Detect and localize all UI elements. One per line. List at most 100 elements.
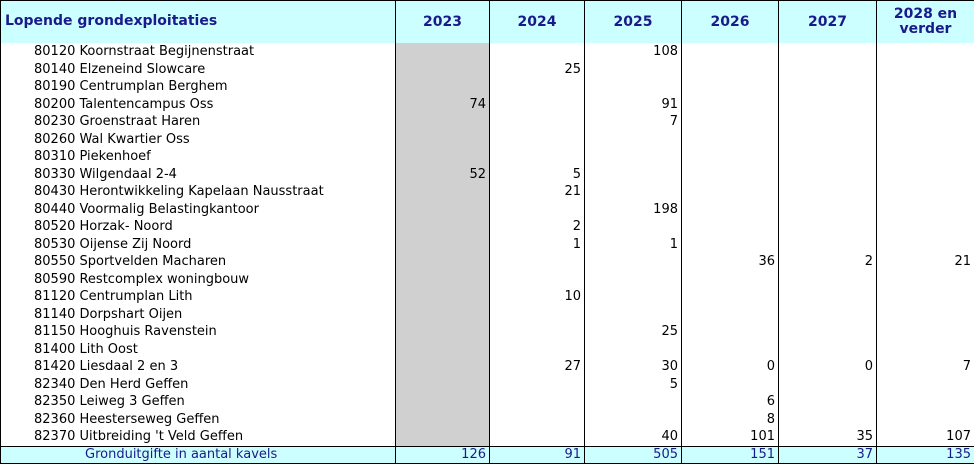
table-row: 80260 Wal Kwartier Oss bbox=[0, 130, 974, 148]
value-cell-2026 bbox=[681, 305, 779, 323]
project-name-cell: 81120 Centrumplan Lith bbox=[0, 288, 396, 306]
value-cell-2023 bbox=[395, 393, 490, 411]
value-cell-2027: 35 bbox=[778, 428, 877, 446]
value-cell-2028-en-verder bbox=[876, 288, 974, 306]
project-name-cell: 80530 Oijense Zij Noord bbox=[0, 235, 396, 253]
value-cell-2025: 198 bbox=[584, 200, 682, 218]
value-cell-2025: 7 bbox=[584, 113, 682, 131]
table-row: 82350 Leiweg 3 Geffen 6 bbox=[0, 393, 974, 411]
total-value-2024: 91 bbox=[489, 445, 585, 464]
value-cell-2023 bbox=[395, 43, 490, 61]
value-cell-2028-en-verder bbox=[876, 410, 974, 428]
total-value-2025: 505 bbox=[584, 445, 682, 464]
project-name-cell: 80230 Groenstraat Haren bbox=[0, 113, 396, 131]
table-row: 80120 Koornstraat Begijnenstraat 108 bbox=[0, 43, 974, 61]
value-cell-2028-en-verder bbox=[876, 60, 974, 78]
value-cell-2028-en-verder bbox=[876, 218, 974, 236]
value-cell-2025: 5 bbox=[584, 375, 682, 393]
value-cell-2027 bbox=[778, 340, 877, 358]
value-cell-2026 bbox=[681, 288, 779, 306]
value-cell-2025 bbox=[584, 270, 682, 288]
value-cell-2027 bbox=[778, 323, 877, 341]
value-cell-2024 bbox=[489, 428, 585, 446]
value-cell-2028-en-verder bbox=[876, 340, 974, 358]
value-cell-2023 bbox=[395, 235, 490, 253]
project-name-cell: 80520 Horzak- Noord bbox=[0, 218, 396, 236]
value-cell-2023: 74 bbox=[395, 95, 490, 113]
value-cell-2024 bbox=[489, 148, 585, 166]
project-name-cell: 80260 Wal Kwartier Oss bbox=[0, 130, 396, 148]
value-cell-2027 bbox=[778, 183, 877, 201]
value-cell-2024: 27 bbox=[489, 358, 585, 376]
value-cell-2026: 6 bbox=[681, 393, 779, 411]
value-cell-2028-en-verder bbox=[876, 113, 974, 131]
value-cell-2025 bbox=[584, 393, 682, 411]
table-row: 81420 Liesdaal 2 en 3 27 30 0 0 7 bbox=[0, 358, 974, 376]
value-cell-2025: 30 bbox=[584, 358, 682, 376]
value-cell-2024 bbox=[489, 78, 585, 96]
value-cell-2028-en-verder bbox=[876, 270, 974, 288]
header-year-2023: 2023 bbox=[395, 0, 490, 43]
value-cell-2028-en-verder bbox=[876, 148, 974, 166]
value-cell-2026 bbox=[681, 323, 779, 341]
value-cell-2027 bbox=[778, 235, 877, 253]
value-cell-2026 bbox=[681, 270, 779, 288]
value-cell-2025 bbox=[584, 148, 682, 166]
value-cell-2024 bbox=[489, 200, 585, 218]
value-cell-2023 bbox=[395, 60, 490, 78]
header-row: Lopende grondexploitaties 2023 2024 2025… bbox=[0, 0, 974, 43]
header-year-2026: 2026 bbox=[681, 0, 779, 43]
value-cell-2027 bbox=[778, 410, 877, 428]
value-cell-2024: 5 bbox=[489, 165, 585, 183]
table-row: 80310 Piekenhoef bbox=[0, 148, 974, 166]
table-row: 82340 Den Herd Geffen 5 bbox=[0, 375, 974, 393]
value-cell-2026 bbox=[681, 340, 779, 358]
value-cell-2026: 0 bbox=[681, 358, 779, 376]
value-cell-2028-en-verder bbox=[876, 78, 974, 96]
value-cell-2024 bbox=[489, 410, 585, 428]
value-cell-2023 bbox=[395, 410, 490, 428]
value-cell-2023 bbox=[395, 288, 490, 306]
value-cell-2026 bbox=[681, 148, 779, 166]
value-cell-2023 bbox=[395, 270, 490, 288]
value-cell-2026 bbox=[681, 43, 779, 61]
project-name-cell: 80200 Talentencampus Oss bbox=[0, 95, 396, 113]
table-row: 80190 Centrumplan Berghem bbox=[0, 78, 974, 96]
table-row: 80590 Restcomplex woningbouw bbox=[0, 270, 974, 288]
total-value-2023: 126 bbox=[395, 445, 490, 464]
project-name-cell: 80140 Elzeneind Slowcare bbox=[0, 60, 396, 78]
value-cell-2025 bbox=[584, 410, 682, 428]
value-cell-2028-en-verder: 7 bbox=[876, 358, 974, 376]
project-name-cell: 80330 Wilgendaal 2-4 bbox=[0, 165, 396, 183]
value-cell-2024 bbox=[489, 393, 585, 411]
value-cell-2024: 21 bbox=[489, 183, 585, 201]
value-cell-2024: 10 bbox=[489, 288, 585, 306]
value-cell-2023 bbox=[395, 78, 490, 96]
value-cell-2023 bbox=[395, 218, 490, 236]
value-cell-2026 bbox=[681, 165, 779, 183]
value-cell-2025: 108 bbox=[584, 43, 682, 61]
project-name-cell: 80120 Koornstraat Begijnenstraat bbox=[0, 43, 396, 61]
table-row: 80140 Elzeneind Slowcare 25 bbox=[0, 60, 974, 78]
value-cell-2024: 1 bbox=[489, 235, 585, 253]
value-cell-2026 bbox=[681, 95, 779, 113]
value-cell-2024 bbox=[489, 270, 585, 288]
table-row: 80200 Talentencampus Oss 74 91 bbox=[0, 95, 974, 113]
value-cell-2025 bbox=[584, 165, 682, 183]
value-cell-2025: 40 bbox=[584, 428, 682, 446]
value-cell-2023: 52 bbox=[395, 165, 490, 183]
value-cell-2025 bbox=[584, 288, 682, 306]
value-cell-2026: 8 bbox=[681, 410, 779, 428]
value-cell-2024: 25 bbox=[489, 60, 585, 78]
value-cell-2026 bbox=[681, 218, 779, 236]
value-cell-2025 bbox=[584, 130, 682, 148]
value-cell-2025: 1 bbox=[584, 235, 682, 253]
value-cell-2027 bbox=[778, 375, 877, 393]
value-cell-2028-en-verder bbox=[876, 165, 974, 183]
value-cell-2027 bbox=[778, 305, 877, 323]
value-cell-2024 bbox=[489, 130, 585, 148]
value-cell-2026 bbox=[681, 183, 779, 201]
value-cell-2027 bbox=[778, 200, 877, 218]
value-cell-2023 bbox=[395, 428, 490, 446]
